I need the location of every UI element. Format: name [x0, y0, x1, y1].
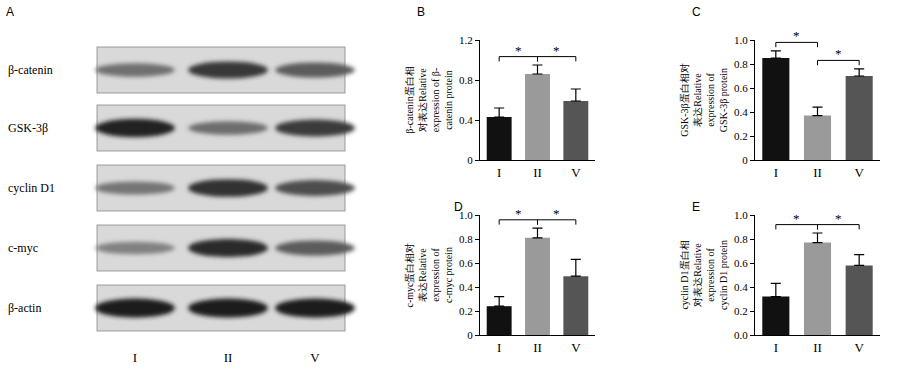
svg-text:0.6: 0.6 [734, 257, 748, 269]
svg-text:0: 0 [742, 154, 748, 166]
svg-text:0.2: 0.2 [734, 305, 748, 317]
svg-text:0.6: 0.6 [734, 82, 748, 94]
svg-text:*: * [553, 43, 560, 58]
svg-text:0.0: 0.0 [734, 329, 748, 341]
svg-text:0.8: 0.8 [459, 233, 473, 245]
svg-text:0: 0 [467, 154, 473, 166]
svg-text:D: D [454, 200, 463, 214]
svg-text:V: V [310, 350, 320, 365]
svg-text:0.2: 0.2 [459, 305, 473, 317]
svg-text:0.4: 0.4 [459, 114, 473, 126]
svg-text:II: II [533, 165, 542, 180]
svg-text:II: II [533, 340, 542, 355]
svg-text:*: * [553, 206, 560, 221]
svg-text:II: II [813, 340, 822, 355]
svg-text:β-catenin蛋白相对表达Relativeexpress: β-catenin蛋白相对表达Relativeexpression of β-c… [404, 66, 454, 133]
svg-text:0.4: 0.4 [459, 281, 473, 293]
svg-text:*: * [835, 211, 842, 226]
svg-text:V: V [854, 165, 864, 180]
svg-text:A: A [6, 5, 14, 19]
svg-text:GSK-3β蛋白相对表达Relativeexpression: GSK-3β蛋白相对表达Relativeexpression ofGSK-3β … [679, 63, 729, 136]
svg-text:GSK-3β: GSK-3β [8, 121, 48, 135]
svg-text:β-catenin: β-catenin [8, 63, 53, 77]
svg-text:II: II [813, 165, 822, 180]
svg-text:*: * [515, 43, 522, 58]
svg-text:0.8: 0.8 [734, 58, 748, 70]
svg-text:0.4: 0.4 [734, 106, 748, 118]
svg-text:0: 0 [467, 329, 473, 341]
svg-text:E: E [692, 200, 700, 214]
svg-text:II: II [224, 350, 233, 365]
svg-text:I: I [497, 340, 501, 355]
svg-text:c-myc蛋白相对表达Relativeexpression: c-myc蛋白相对表达Relativeexpression ofc-myc pr… [404, 243, 454, 308]
svg-text:0.2: 0.2 [734, 130, 748, 142]
svg-text:V: V [571, 340, 581, 355]
svg-text:c-myc: c-myc [8, 241, 38, 255]
svg-text:V: V [571, 165, 581, 180]
svg-text:I: I [133, 350, 137, 365]
svg-text:*: * [515, 206, 522, 221]
svg-text:0.8: 0.8 [459, 74, 473, 86]
svg-text:1.2: 1.2 [459, 34, 473, 46]
svg-text:I: I [774, 165, 778, 180]
svg-text:B: B [417, 5, 425, 19]
svg-text:β-actin: β-actin [8, 301, 41, 315]
svg-text:*: * [835, 46, 842, 61]
svg-text:1.0: 1.0 [734, 34, 748, 46]
svg-text:C: C [692, 5, 701, 19]
svg-text:cyclin D1: cyclin D1 [8, 181, 55, 195]
svg-text:0.4: 0.4 [734, 281, 748, 293]
svg-text:*: * [793, 211, 800, 226]
svg-text:V: V [854, 340, 864, 355]
svg-text:0.8: 0.8 [734, 233, 748, 245]
svg-text:I: I [497, 165, 501, 180]
svg-text:*: * [793, 28, 800, 43]
svg-text:0.6: 0.6 [459, 257, 473, 269]
svg-text:cyclin D1蛋白相对表达Relativeexpress: cyclin D1蛋白相对表达Relativeexpression ofcycl… [679, 240, 729, 310]
svg-text:1.0: 1.0 [734, 209, 748, 221]
svg-text:I: I [774, 340, 778, 355]
svg-text:1.0: 1.0 [459, 209, 473, 221]
